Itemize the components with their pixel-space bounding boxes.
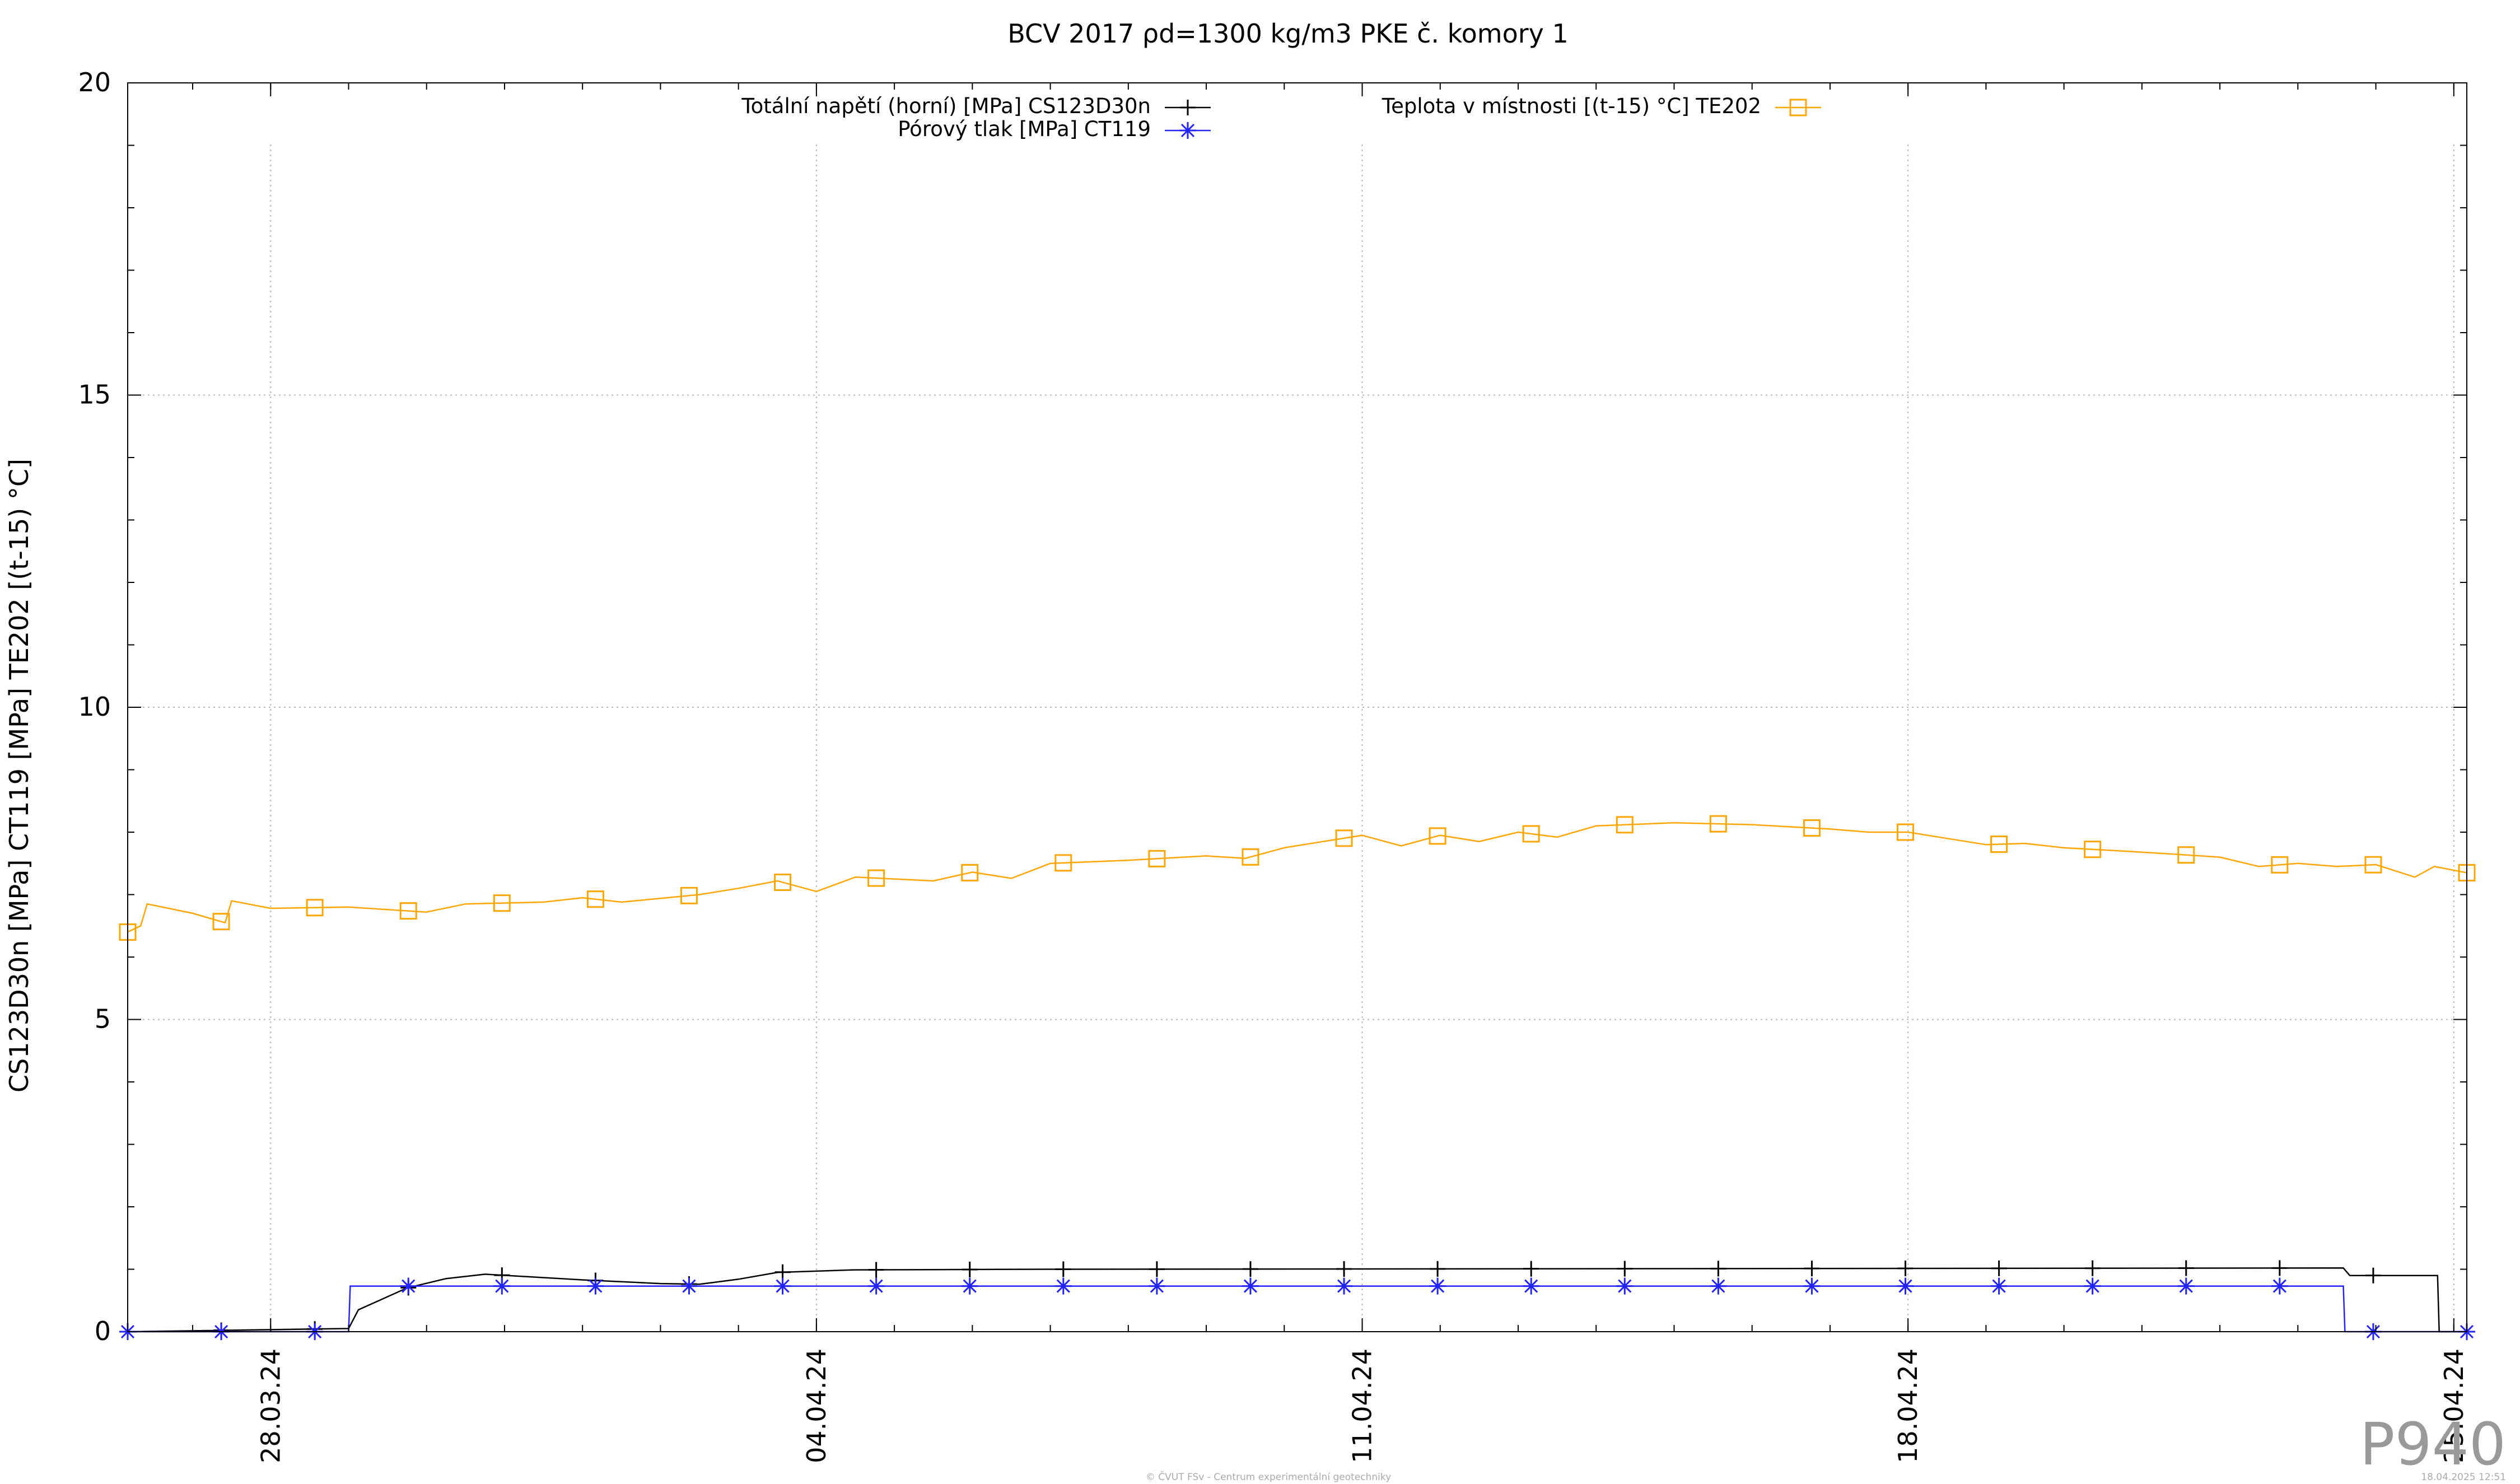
legend-label-3: Teplota v místnosti [(t-15) °C] TE202 xyxy=(1382,94,1761,118)
series-3-marker xyxy=(1242,848,1259,866)
series-3-marker xyxy=(2177,846,2195,864)
series-2-marker xyxy=(400,1277,417,1295)
series-line-1 xyxy=(127,1267,2467,1333)
x-tick-label: 11.04.24 xyxy=(1347,1348,1378,1463)
watermark: P940 xyxy=(2360,1410,2506,1478)
series-2-marker xyxy=(1990,1277,2008,1295)
series-3-marker xyxy=(1429,827,1446,845)
series-1-marker xyxy=(868,1262,884,1278)
series-3-marker xyxy=(399,902,417,920)
series-2-marker xyxy=(493,1277,511,1295)
series-3-marker xyxy=(212,913,230,931)
series-1-marker xyxy=(1430,1261,1446,1277)
chart-title: BCV 2017 ρd=1300 kg/m3 PKE č. komory 1 xyxy=(1007,18,1569,49)
series-3-marker xyxy=(2364,856,2382,874)
series-2-marker xyxy=(587,1277,604,1295)
series-3-marker xyxy=(1522,825,1540,843)
series-3-marker xyxy=(1148,850,1166,867)
series-1-marker xyxy=(1804,1261,1820,1277)
series-2-marker xyxy=(1616,1277,1634,1295)
series-3-marker xyxy=(1616,816,1634,834)
series-1-marker xyxy=(1710,1261,1726,1277)
series-1-marker xyxy=(1336,1261,1352,1277)
y-tick-label: 0 xyxy=(95,1316,111,1346)
series-1-marker xyxy=(2084,1260,2101,1276)
series-3-marker xyxy=(2271,856,2289,874)
series-3-marker xyxy=(2084,841,2102,858)
legend-marker-2 xyxy=(1179,122,1196,139)
footer-timestamp: 18.04.2025 12:51 xyxy=(2421,1472,2506,1483)
grid xyxy=(128,144,2467,1332)
y-axis-label: CS123D30n [MPa] CT119 [MPa] TE202 [(t-15… xyxy=(4,459,34,1093)
series-2-marker xyxy=(1242,1277,1259,1295)
footer-credit: © ČVUT FSv - Centrum experimentální geot… xyxy=(1146,1471,1391,1483)
series-2-marker xyxy=(2177,1277,2195,1295)
series-2-marker xyxy=(1054,1277,1072,1295)
series-1-marker xyxy=(2271,1260,2288,1276)
series-1-marker xyxy=(962,1261,978,1277)
series-1-marker xyxy=(774,1264,791,1280)
legend-label-2: Pórový tlak [MPa] CT119 xyxy=(898,117,1151,141)
legend-marker-1 xyxy=(1180,100,1196,115)
series-1-marker xyxy=(1617,1261,1633,1277)
series-1-marker xyxy=(1242,1261,1258,1277)
series-1-marker xyxy=(1523,1261,1539,1277)
series-3-marker xyxy=(867,869,885,887)
series-1-marker xyxy=(1897,1261,1914,1277)
x-tick-label: 04.04.24 xyxy=(801,1348,832,1463)
series-1-marker xyxy=(2365,1267,2381,1284)
series-2-marker xyxy=(680,1277,698,1295)
x-tick-label: 28.03.24 xyxy=(255,1348,286,1463)
series-2-marker xyxy=(1336,1277,1353,1295)
series-3-marker xyxy=(1803,819,1821,837)
series-3-marker xyxy=(1897,823,1915,841)
x-tick-label: 25.04.24 xyxy=(2439,1348,2469,1463)
series-2-marker xyxy=(1710,1277,1727,1295)
y-tick-label: 20 xyxy=(78,67,111,97)
series-1-marker xyxy=(1149,1261,1165,1277)
y-tick-label: 5 xyxy=(95,1004,111,1034)
series-1-marker xyxy=(2178,1260,2194,1276)
series-3-marker xyxy=(774,873,792,891)
series-2-marker xyxy=(774,1277,791,1295)
axes xyxy=(127,82,2467,1332)
series-line-3 xyxy=(127,822,2467,933)
series-2-marker xyxy=(1148,1277,1165,1295)
series-3-marker xyxy=(1990,836,2008,853)
legend-label-1: Totální napětí (horní) [MPa] CS123D30n xyxy=(741,94,1151,118)
x-tick-label: 18.04.24 xyxy=(1893,1348,1923,1463)
series-3-marker xyxy=(1335,829,1353,847)
series-1-marker xyxy=(1055,1261,1071,1277)
series-3-marker xyxy=(961,864,979,881)
series-2-marker xyxy=(1897,1277,1914,1295)
y-tick-label: 15 xyxy=(78,380,111,410)
series-3-marker xyxy=(1054,854,1072,872)
series-1-marker xyxy=(1991,1260,2007,1276)
plot-border xyxy=(127,82,2467,1332)
legend: Totální napětí (horní) [MPa] CS123D30nPó… xyxy=(741,94,1821,141)
series-2-marker xyxy=(961,1277,978,1295)
series-3-marker xyxy=(1709,815,1727,833)
legend-marker-3 xyxy=(1789,99,1807,116)
series-3-marker xyxy=(493,894,511,912)
tick-labels: 0 5 10 15 20 28.03.24 04.04.24 11.04.24 18.04.24… xyxy=(78,67,2468,1463)
series-2-marker xyxy=(867,1277,885,1295)
series-2-marker xyxy=(1523,1277,1540,1295)
y-tick-label: 10 xyxy=(78,692,111,722)
series-3-marker xyxy=(680,886,698,904)
series-3-marker xyxy=(586,890,604,908)
series-3-marker xyxy=(306,899,324,917)
series-2-marker xyxy=(1429,1277,1446,1295)
series-2-marker xyxy=(2271,1277,2288,1295)
series-2-marker xyxy=(1803,1277,1821,1295)
series-2-marker xyxy=(2084,1277,2101,1295)
